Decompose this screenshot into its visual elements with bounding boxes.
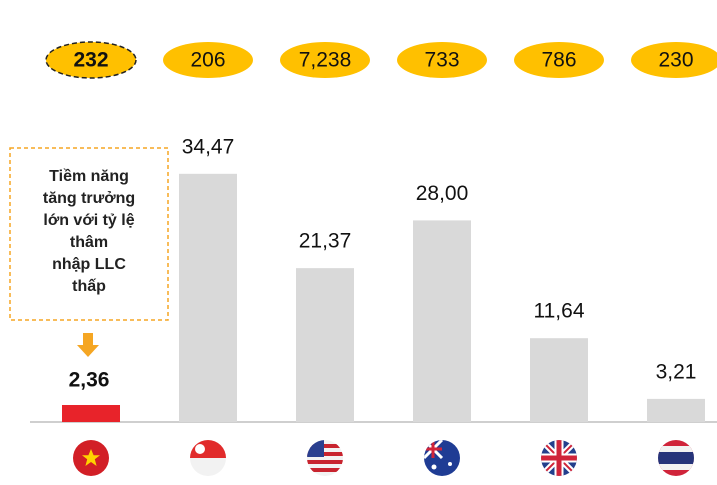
value-label: 21,37 bbox=[299, 230, 352, 253]
flag bbox=[658, 440, 694, 476]
bar bbox=[530, 338, 588, 422]
oval-label: 232 bbox=[73, 49, 108, 72]
bar bbox=[179, 173, 237, 422]
bar bbox=[62, 405, 120, 422]
oval-label: 230 bbox=[658, 49, 693, 72]
oval bbox=[280, 42, 370, 78]
value-label: 11,64 bbox=[534, 300, 585, 323]
oval bbox=[397, 42, 487, 78]
callout-text: Tiềm năng bbox=[49, 168, 129, 185]
callout-text: lớn với tỷ lệ bbox=[43, 212, 134, 229]
oval bbox=[514, 42, 604, 78]
oval-label: 7,238 bbox=[299, 49, 352, 72]
callout-text: thấp bbox=[72, 278, 106, 295]
value-label: 28,00 bbox=[416, 182, 469, 205]
bar bbox=[296, 268, 354, 422]
flags bbox=[73, 440, 694, 476]
oval bbox=[45, 41, 137, 79]
flag bbox=[424, 440, 460, 476]
flag bbox=[73, 440, 109, 476]
oval-label: 786 bbox=[541, 49, 576, 72]
callout-text: tăng trưởng bbox=[43, 190, 135, 207]
flag bbox=[307, 440, 343, 476]
flag bbox=[541, 440, 577, 476]
value-label: 34,47 bbox=[182, 135, 235, 158]
oval bbox=[163, 42, 253, 78]
callout-text: thâm bbox=[70, 234, 108, 251]
bar bbox=[413, 220, 471, 422]
callout-text: nhập LLC bbox=[52, 256, 126, 273]
oval bbox=[631, 42, 717, 78]
oval-label: 733 bbox=[424, 49, 459, 72]
flag bbox=[190, 440, 226, 476]
oval-label: 206 bbox=[190, 49, 225, 72]
callout-box bbox=[9, 147, 169, 321]
arrow bbox=[77, 333, 99, 357]
value-label: 3,21 bbox=[656, 360, 697, 383]
bar bbox=[647, 398, 705, 422]
value-label: 2,36 bbox=[69, 369, 110, 392]
